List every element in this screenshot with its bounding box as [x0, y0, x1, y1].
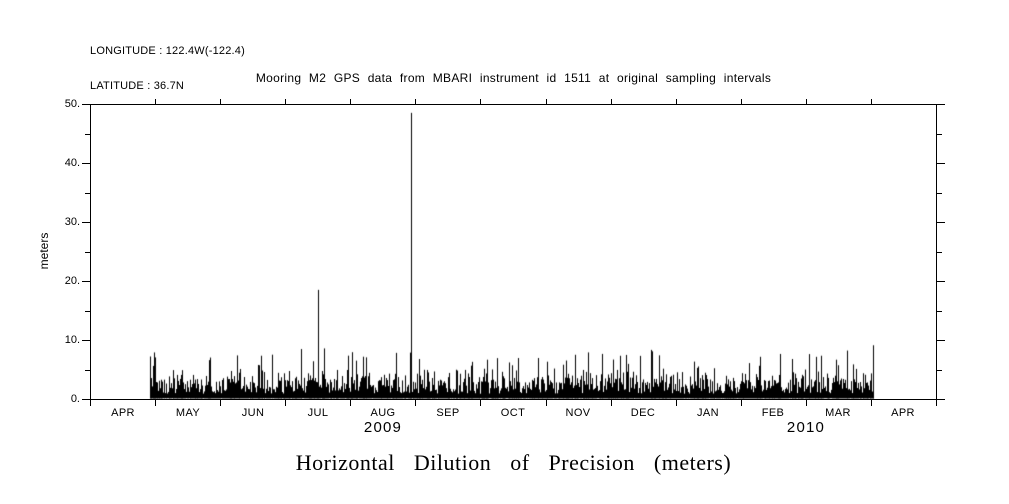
y-minor-tick	[85, 311, 90, 312]
y-minor-tick-right	[937, 134, 942, 135]
x-tick-top	[806, 99, 807, 104]
x-tick	[155, 400, 156, 406]
y-tick-right	[937, 281, 945, 282]
month-label: MAR	[825, 407, 851, 419]
x-tick	[936, 400, 937, 406]
month-label: DEC	[630, 407, 656, 419]
month-label: AUG	[370, 407, 396, 419]
month-label: SEP	[436, 407, 460, 419]
y-minor-tick-right	[937, 193, 942, 194]
y-tick-label: 0.	[70, 393, 80, 405]
x-tick-top	[415, 99, 416, 104]
chart-title: Mooring M2 GPS data from MBARI instrumen…	[255, 71, 772, 85]
y-tick-label: 50.	[64, 98, 80, 110]
x-tick-top	[220, 99, 221, 104]
month-label: NOV	[565, 407, 591, 419]
y-tick-right	[937, 222, 945, 223]
month-label: OCT	[500, 407, 526, 419]
x-tick-top	[546, 99, 547, 104]
month-label: APR	[891, 407, 915, 419]
month-label: JUN	[241, 407, 265, 419]
x-tick-top	[480, 99, 481, 104]
y-tick-right	[937, 340, 945, 341]
month-label: APR	[111, 407, 135, 419]
x-tick-top	[676, 99, 677, 104]
y-tick-right	[937, 104, 945, 105]
x-tick-top	[611, 99, 612, 104]
year-label: 2009	[363, 419, 403, 436]
month-label: FEB	[761, 407, 785, 419]
x-tick	[480, 400, 481, 406]
y-tick	[82, 222, 90, 223]
x-tick	[676, 400, 677, 406]
longitude-label: LONGITUDE : 122.4W(-122.4)	[90, 45, 245, 57]
x-tick	[741, 400, 742, 406]
x-tick	[611, 400, 612, 406]
y-tick	[82, 399, 90, 400]
y-minor-tick	[85, 252, 90, 253]
y-tick-label: 30.	[64, 216, 80, 228]
y-minor-tick-right	[937, 252, 942, 253]
x-tick	[285, 400, 286, 406]
y-minor-tick-right	[937, 370, 942, 371]
x-tick-top	[741, 99, 742, 104]
y-tick-label: 20.	[64, 275, 80, 287]
x-tick	[220, 400, 221, 406]
y-tick-label: 10.	[64, 334, 80, 346]
y-minor-tick	[85, 134, 90, 135]
x-tick	[415, 400, 416, 406]
y-minor-tick	[85, 370, 90, 371]
x-tick-top	[285, 99, 286, 104]
x-axis-caption: Horizontal Dilution of Precision (meters…	[295, 450, 732, 475]
y-tick-right	[937, 163, 945, 164]
y-minor-tick	[85, 193, 90, 194]
y-tick	[82, 340, 90, 341]
month-label: JUL	[307, 407, 329, 419]
x-tick	[350, 400, 351, 406]
month-label: MAY	[175, 407, 201, 419]
x-tick	[871, 400, 872, 406]
hdop-series-canvas	[91, 105, 936, 399]
y-tick-label: 40.	[64, 157, 80, 169]
y-tick	[82, 163, 90, 164]
x-tick	[806, 400, 807, 406]
year-label: 2010	[786, 419, 826, 436]
x-tick	[90, 400, 91, 406]
x-tick-top	[155, 99, 156, 104]
latitude-label: LATITUDE : 36.7N	[90, 79, 185, 92]
x-tick	[546, 400, 547, 406]
month-label: JAN	[697, 407, 719, 419]
y-tick-right	[937, 399, 945, 400]
y-tick	[82, 281, 90, 282]
x-tick-top	[350, 99, 351, 104]
x-tick-top	[871, 99, 872, 104]
y-tick	[82, 104, 90, 105]
y-minor-tick-right	[937, 311, 942, 312]
